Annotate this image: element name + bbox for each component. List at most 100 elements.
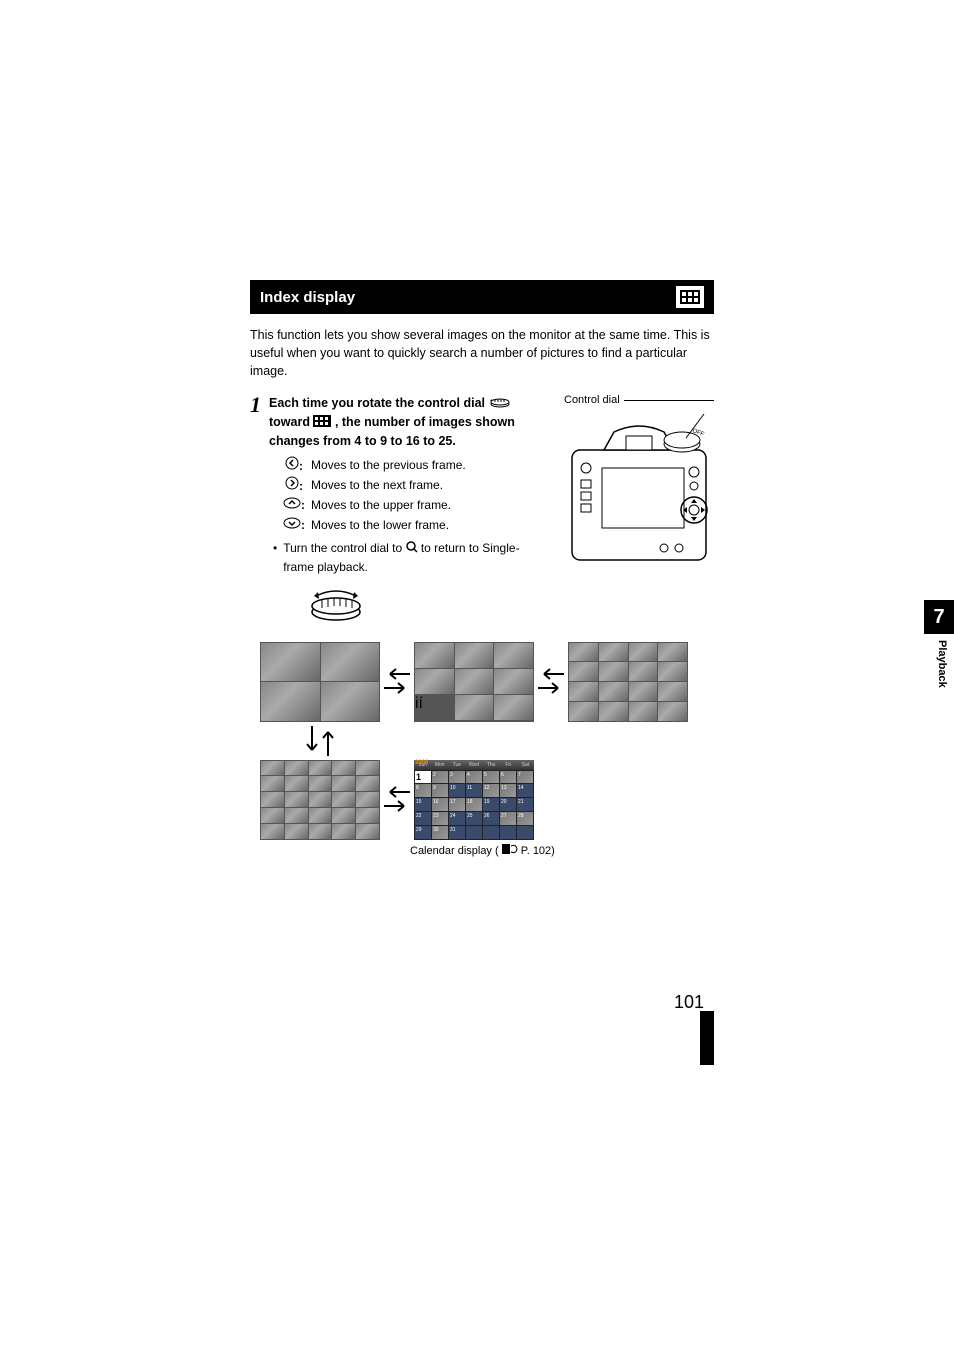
control-row-right: : Moves to the next frame.	[283, 476, 550, 496]
section-header: Index display	[250, 280, 714, 314]
calendar-cell: 19	[483, 798, 499, 811]
calendar-cell: 28	[517, 812, 533, 825]
calendar-cell: 3	[449, 771, 465, 784]
calendar-cell: 25	[466, 812, 482, 825]
grid-16	[568, 642, 688, 722]
calendar-cell: 5	[483, 771, 499, 784]
chapter-label: Playback	[936, 640, 948, 688]
calendar-cell: 27	[500, 812, 516, 825]
calendar-header: Sun Mon Tue Wed Thu Fri Sat	[414, 760, 534, 770]
calendar-cell: 9	[432, 784, 448, 797]
calendar-cell: 21	[517, 798, 533, 811]
cal-caption-post: P. 102)	[521, 845, 555, 857]
calendar-cell	[500, 826, 516, 839]
section-title: Index display	[260, 289, 355, 306]
cal-day-mon: Mon	[431, 760, 448, 770]
calendar-cell	[483, 826, 499, 839]
bullet-dot: •	[273, 539, 277, 576]
label-connector	[624, 400, 714, 401]
corner-bar	[700, 1011, 714, 1065]
chapter-number: 7	[933, 606, 944, 629]
page-number: 101	[674, 992, 704, 1013]
calendar-cell: 18	[466, 798, 482, 811]
calendar-cell: 2	[432, 771, 448, 784]
calendar-cell: 31	[449, 826, 465, 839]
step-instruction: Each time you rotate the control dial	[269, 394, 550, 450]
control-right-text: Moves to the next frame.	[311, 476, 443, 496]
arrows-4-9	[384, 668, 410, 694]
grid-9: ií	[414, 642, 534, 722]
bullet-text: Turn the control dial to to return to Si…	[283, 539, 550, 576]
calendar-caption: Calendar display ( P. 102)	[410, 844, 555, 857]
calendar-cell: 23	[432, 812, 448, 825]
arrows-25-cal	[384, 786, 410, 812]
step-left: 1 Each time you rotate the control dial	[250, 394, 550, 575]
instruction-pre: Each time you rotate the control dial	[269, 396, 485, 410]
step-row: 1 Each time you rotate the control dial	[250, 394, 714, 575]
index-grid-icon	[676, 286, 704, 308]
control-row-left: : Moves to the previous frame.	[283, 456, 550, 476]
grid-25	[260, 760, 380, 840]
calendar-cell: 17	[449, 798, 465, 811]
control-dial-label: Control dial	[564, 394, 620, 406]
arrows-9-16	[538, 668, 564, 694]
up-arrow-icon: :	[283, 496, 305, 515]
control-left-text: Moves to the previous frame.	[311, 456, 466, 476]
calendar-cell: 8	[415, 784, 431, 797]
calendar-cell: 16	[432, 798, 448, 811]
down-arrow-icon: :	[283, 516, 305, 535]
intro-text: This function lets you show several imag…	[250, 326, 714, 380]
calendar-year: 2006	[415, 760, 428, 766]
chapter-tab: 7	[924, 600, 954, 634]
controls-list: : Moves to the previous frame. : Moves t…	[269, 456, 550, 535]
step-body: Each time you rotate the control dial	[269, 394, 550, 575]
control-row-up: : Moves to the upper frame.	[283, 496, 550, 515]
cal-day-fri: Fri	[500, 760, 517, 770]
cal-day-sat: Sat	[517, 760, 534, 770]
calendar-cell: 4	[466, 771, 482, 784]
cal-day-thu: Thu	[483, 760, 500, 770]
calendar-cell	[466, 826, 482, 839]
calendar-cell: 7	[517, 771, 533, 784]
reference-icon	[502, 845, 521, 857]
right-arrow-icon: :	[283, 476, 305, 496]
control-dial-diagram-icon	[306, 588, 366, 629]
control-row-down: : Moves to the lower frame.	[283, 516, 550, 535]
magnify-icon	[406, 540, 418, 558]
index-grid-icon-small	[313, 414, 331, 432]
arrows-16-25	[306, 726, 334, 756]
calendar-cell: 22	[415, 812, 431, 825]
calendar-cell: 14	[517, 784, 533, 797]
instruction-mid: toward	[269, 415, 310, 429]
calendar-cell	[517, 826, 533, 839]
left-arrow-icon: :	[283, 456, 305, 476]
calendar-cell: 12	[483, 784, 499, 797]
calendar-cell: 30	[432, 826, 448, 839]
calendar-cell: 1	[415, 771, 431, 784]
calendar-cell: 26	[483, 812, 499, 825]
cal-day-wed: Wed	[465, 760, 482, 770]
calendar-cell: 20	[500, 798, 516, 811]
bullet-pre: Turn the control dial to	[283, 541, 402, 555]
calendar-cell: 24	[449, 812, 465, 825]
grid-4	[260, 642, 380, 722]
control-dial-label-row: Control dial	[564, 394, 714, 406]
control-dial-icon	[489, 395, 511, 413]
bullet-row: • Turn the control dial to to return to …	[269, 539, 550, 576]
calendar-grid: 2006 Sun Mon Tue Wed Thu Fri Sat 1234567…	[414, 760, 534, 840]
control-up-text: Moves to the upper frame.	[311, 496, 451, 515]
calendar-cell: 13	[500, 784, 516, 797]
calendar-cell: 10	[449, 784, 465, 797]
diagram-area: ií 2006 Sun Mon Tue Wed Thu Fri	[250, 602, 714, 882]
calendar-cell: 15	[415, 798, 431, 811]
step-number: 1	[250, 394, 261, 575]
calendar-body: 1234567891011121314151617181920212223242…	[414, 770, 534, 840]
calendar-cell: 6	[500, 771, 516, 784]
calendar-cell: 29	[415, 826, 431, 839]
step-right: Control dial OFF	[564, 394, 714, 575]
camera-illustration: OFF	[564, 410, 714, 570]
calendar-cell: 11	[466, 784, 482, 797]
control-down-text: Moves to the lower frame.	[311, 516, 449, 535]
cal-caption-pre: Calendar display (	[410, 845, 499, 857]
cal-day-tue: Tue	[448, 760, 465, 770]
